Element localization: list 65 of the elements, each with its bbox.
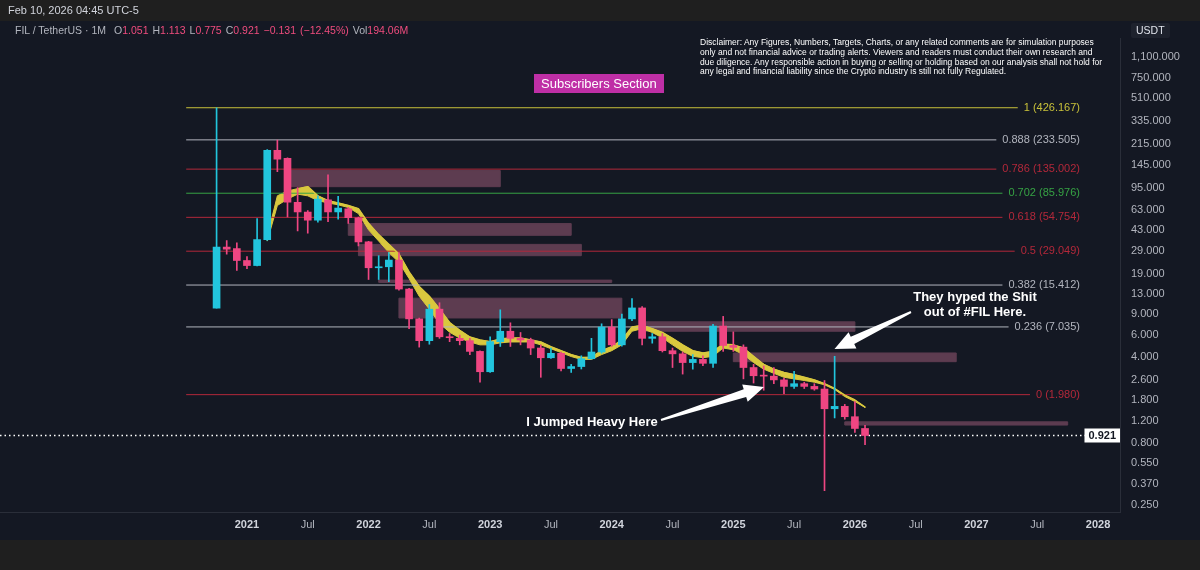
y-tick-label: 43.000 bbox=[1131, 223, 1165, 236]
text: Vol194.06M bbox=[352, 24, 409, 36]
y-tick-label: 4.000 bbox=[1131, 350, 1159, 363]
x-tick-label: Jul bbox=[422, 517, 437, 530]
x-tick-label: Jul bbox=[665, 517, 680, 530]
candlestick bbox=[384, 252, 393, 283]
ref-line-label: 1 (426.167) bbox=[1023, 100, 1080, 113]
annotation: Disclaimer: Any Figures, Numbers, Targets, Charts, or any related comments are for simulation purposes only and not financial advice or trading alerts. Viewers and readers must conduct their own research and due diligence. Any responsible action in buying or selling or holding based on our analysis shall not hold for any legal and financial liability since the Crypto industry is still not fully Regulated. bbox=[700, 37, 1104, 78]
x-tick-label: Jul bbox=[908, 517, 923, 530]
x-tick-label: 2024 bbox=[599, 517, 625, 530]
ref-line-label: 0.618 (54.754) bbox=[1008, 210, 1080, 223]
y-tick-label: 2.600 bbox=[1131, 373, 1159, 386]
x-tick-label: 2025 bbox=[721, 517, 746, 530]
candlestick bbox=[222, 240, 231, 255]
y-axis-title: USDT bbox=[1131, 23, 1170, 38]
candlestick bbox=[790, 371, 798, 389]
x-tick-label: 2027 bbox=[964, 517, 989, 530]
chart-title: FIL / TetherUS · 1M bbox=[15, 24, 107, 36]
x-tick-label: 2028 bbox=[1085, 517, 1111, 530]
text: Subscribers Section bbox=[534, 74, 664, 93]
ref-line-label: 0.702 (85.976) bbox=[1008, 186, 1080, 199]
candlestick bbox=[688, 354, 697, 370]
y-tick-label: 19.000 bbox=[1131, 266, 1165, 279]
y-tick-label: 6.000 bbox=[1131, 328, 1159, 341]
y-tick-label: 9.000 bbox=[1131, 306, 1159, 319]
y-tick-label: 13.000 bbox=[1131, 287, 1165, 300]
candlestick bbox=[374, 255, 383, 280]
y-tick-label: 95.000 bbox=[1131, 180, 1165, 193]
y-tick-label: 510.000 bbox=[1131, 91, 1171, 104]
ref-line-label: 0.921 bbox=[1088, 429, 1116, 442]
x-tick-label: 2021 bbox=[234, 517, 260, 530]
y-tick-label: 1.200 bbox=[1131, 414, 1159, 427]
x-tick-label: 2026 bbox=[842, 517, 868, 530]
y-tick-label: 145.000 bbox=[1131, 158, 1171, 171]
y-tick-label: 0.370 bbox=[1131, 477, 1159, 490]
candlestick bbox=[334, 196, 342, 220]
ref-line-label: 0 (1.980) bbox=[1035, 387, 1080, 400]
candlestick bbox=[729, 331, 738, 352]
y-tick-label: 1.800 bbox=[1131, 392, 1159, 405]
y-tick-label: 0.250 bbox=[1131, 498, 1159, 511]
annotation: I Jumped Heavy Here bbox=[526, 413, 658, 429]
x-tick-label: Jul bbox=[787, 517, 802, 530]
ref-line-label: 0.382 (15.412) bbox=[1008, 278, 1080, 291]
x-tick-label: Jul bbox=[1030, 517, 1045, 530]
x-tick-label: 2023 bbox=[477, 517, 503, 530]
text: Feb 10, 2026 04:45 UTC-5 bbox=[8, 4, 139, 16]
text: O1.051 H1.113 L0.775 C0.921 −0.131 (−12.45%) bbox=[114, 24, 349, 36]
y-tick-label: 0.800 bbox=[1131, 436, 1159, 449]
y-tick-label: 215.000 bbox=[1131, 137, 1171, 150]
x-tick-label: Jul bbox=[300, 517, 315, 530]
y-tick-label: 63.000 bbox=[1131, 202, 1165, 215]
ref-line-label: 0.786 (135.002) bbox=[1002, 162, 1080, 175]
x-tick-label: 2022 bbox=[356, 517, 381, 530]
y-tick-label: 750.000 bbox=[1131, 70, 1171, 83]
ref-line-label: 0.236 (7.035) bbox=[1014, 319, 1080, 332]
candlestick bbox=[770, 367, 778, 385]
y-tick-label: 1,100.000 bbox=[1131, 50, 1180, 63]
ref-line-label: 0.5 (29.049) bbox=[1020, 244, 1080, 257]
candlestick bbox=[648, 333, 657, 344]
annotation: They hyped the Shit out of #FIL Here. bbox=[912, 289, 1038, 319]
y-tick-label: 0.550 bbox=[1131, 456, 1159, 469]
x-tick-label: Jul bbox=[543, 517, 558, 530]
y-tick-label: 335.000 bbox=[1131, 113, 1171, 126]
ref-line-label: 0.888 (233.505) bbox=[1002, 132, 1080, 145]
y-tick-label: 29.000 bbox=[1131, 244, 1165, 257]
